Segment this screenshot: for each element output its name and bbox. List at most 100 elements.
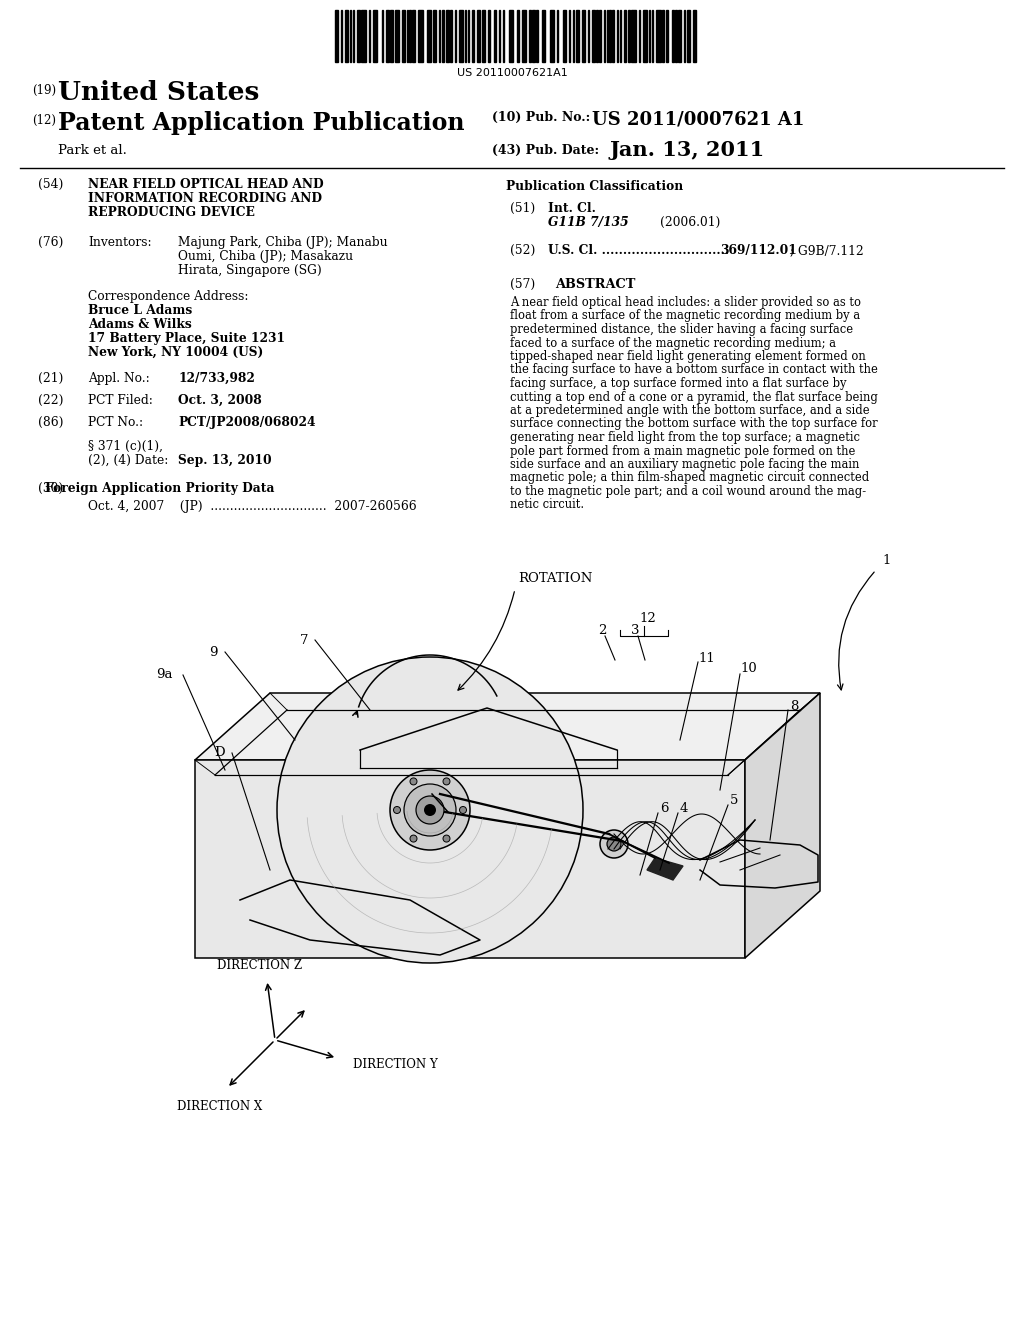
Bar [459,11,464,62]
Bar [386,11,389,62]
Text: (12): (12) [32,114,56,127]
Text: netic circuit.: netic circuit. [510,499,584,511]
Bar [684,11,685,62]
Text: PCT/JP2008/068024: PCT/JP2008/068024 [178,416,315,429]
Text: Inventors:: Inventors: [88,236,152,249]
Text: Sep. 13, 2010: Sep. 13, 2010 [178,454,271,467]
Bar [632,11,636,62]
Bar [588,11,589,62]
Bar [369,11,370,62]
Text: 17 Battery Place, Suite 1231: 17 Battery Place, Suite 1231 [88,333,285,345]
Bar [517,11,519,62]
Bar [692,11,695,62]
Text: (22): (22) [38,393,63,407]
Text: 1: 1 [882,553,891,566]
Bar [373,11,377,62]
Text: 2: 2 [598,623,606,636]
Text: at a predetermined angle with the bottom surface, and a side: at a predetermined angle with the bottom… [510,404,869,417]
Text: Hirata, Singapore (SG): Hirata, Singapore (SG) [178,264,322,277]
Text: D: D [214,747,225,759]
Text: (2), (4) Date:: (2), (4) Date: [88,454,168,467]
Text: DIRECTION Z: DIRECTION Z [217,960,302,972]
Bar [563,11,565,62]
Text: ROTATION: ROTATION [518,572,592,585]
Polygon shape [195,760,745,958]
Bar [455,11,456,62]
Text: 7: 7 [299,634,308,647]
Bar [418,11,423,62]
Text: (51): (51) [510,202,536,215]
Bar [532,11,535,62]
Polygon shape [195,693,820,760]
Bar [656,11,660,62]
Circle shape [600,830,628,858]
Bar [382,11,383,62]
Bar [673,11,674,62]
Bar [446,11,449,62]
Text: US 20110007621A1: US 20110007621A1 [457,69,567,78]
Text: 8: 8 [790,700,799,713]
Text: Oct. 4, 2007    (JP)  ..............................  2007-260566: Oct. 4, 2007 (JP) ......................… [88,500,417,513]
Circle shape [278,657,583,964]
Text: Adams & Wilks: Adams & Wilks [88,318,191,331]
Bar [345,11,348,62]
Text: (86): (86) [38,416,63,429]
Bar [568,11,570,62]
Bar [482,11,485,62]
Text: A near field optical head includes: a slider provided so as to: A near field optical head includes: a sl… [510,296,861,309]
Bar [465,11,466,62]
Text: INFORMATION RECORDING AND: INFORMATION RECORDING AND [88,191,322,205]
Circle shape [443,836,450,842]
Text: PCT No.:: PCT No.: [88,416,143,429]
Text: predetermined distance, the slider having a facing surface: predetermined distance, the slider havin… [510,323,853,337]
Text: U.S. Cl. ..............................: U.S. Cl. .............................. [548,244,729,257]
Text: 9a: 9a [157,668,173,681]
Bar [349,11,351,62]
Bar [603,11,605,62]
Bar [557,11,558,62]
Circle shape [390,770,470,850]
Bar [667,11,668,62]
Text: Jan. 13, 2011: Jan. 13, 2011 [610,140,765,160]
Text: (54): (54) [38,178,63,191]
Text: NEAR FIELD OPTICAL HEAD AND: NEAR FIELD OPTICAL HEAD AND [88,178,324,191]
Bar [361,11,366,62]
Bar [606,11,608,62]
Text: float from a surface of the magnetic recording medium by a: float from a surface of the magnetic rec… [510,309,860,322]
Bar [616,11,618,62]
Text: REPRODUCING DEVICE: REPRODUCING DEVICE [88,206,255,219]
Text: (21): (21) [38,372,63,385]
Bar [503,11,505,62]
Text: Publication Classification: Publication Classification [507,180,684,193]
Text: 3: 3 [631,623,639,636]
Bar [522,11,526,62]
Text: 12/733,982: 12/733,982 [178,372,255,385]
Text: tipped-shaped near field light generating element formed on: tipped-shaped near field light generatin… [510,350,865,363]
Text: Foreign Application Priority Data: Foreign Application Priority Data [45,482,274,495]
Text: (2006.01): (2006.01) [660,216,720,228]
Text: 9: 9 [210,645,218,659]
Polygon shape [745,693,820,958]
Bar [620,11,622,62]
Bar [550,11,554,62]
Text: G11B 7/135: G11B 7/135 [548,216,629,228]
Circle shape [410,777,417,785]
Bar [407,11,408,62]
Bar [675,11,677,62]
Bar [592,11,595,62]
Text: Bruce L Adams: Bruce L Adams [88,304,193,317]
Text: Majung Park, Chiba (JP); Manabu: Majung Park, Chiba (JP); Manabu [178,236,388,249]
Text: 12: 12 [640,611,656,624]
Bar [413,11,416,62]
Text: PCT Filed:: PCT Filed: [88,393,153,407]
Bar [599,11,601,62]
Bar [488,11,489,62]
Text: New York, NY 10004 (US): New York, NY 10004 (US) [88,346,263,359]
Text: Patent Application Publication: Patent Application Publication [58,111,465,135]
Text: 369/112.01: 369/112.01 [720,244,797,257]
Bar [643,11,647,62]
Bar [427,11,431,62]
Text: cutting a top end of a cone or a pyramid, the flat surface being: cutting a top end of a cone or a pyramid… [510,391,878,404]
Bar [438,11,440,62]
Text: Int. Cl.: Int. Cl. [548,202,596,215]
